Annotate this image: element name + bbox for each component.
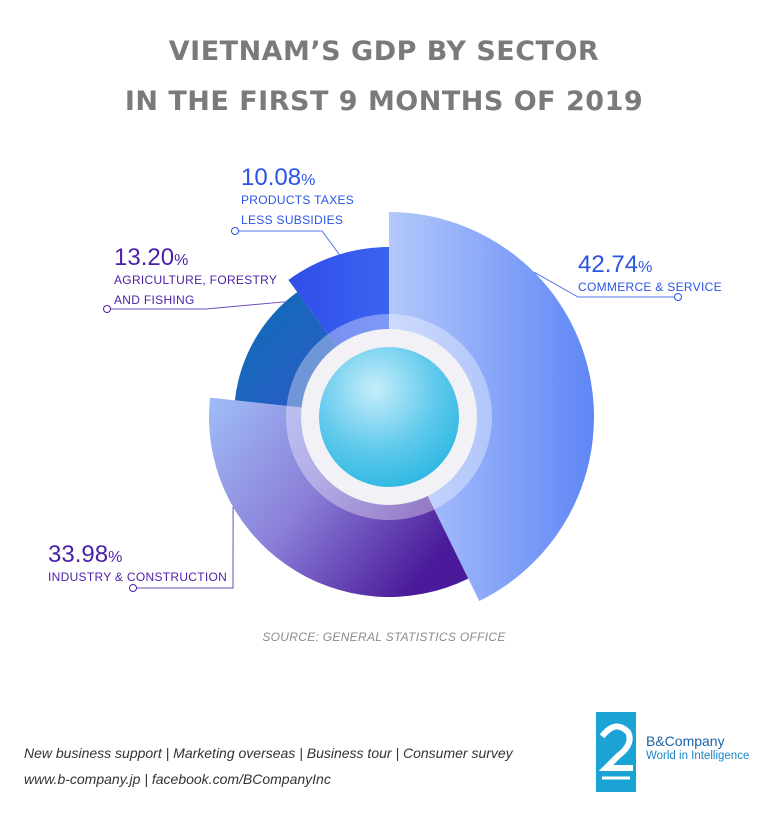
footer-links: www.b-company.jp | facebook.com/BCompany…: [24, 771, 331, 787]
category-label-products-taxes-2: LESS SUBSIDIES: [241, 213, 343, 227]
chart-title-line-2: IN THE FIRST 9 MONTHS OF 2019: [124, 86, 644, 117]
donut-chart: 42.74% COMMERCE & SERVICE 33.98% INDUSTRY &…: [48, 164, 722, 602]
leader-dot-products-taxes: [231, 227, 239, 235]
leader-line-commerce-service: [533, 271, 678, 298]
bcompany-logo-icon: [596, 712, 636, 792]
leader-dot-commerce-service: [674, 293, 682, 301]
logo-name: B&Company: [646, 733, 725, 749]
leader-line-industry-construction: [133, 506, 234, 589]
slice-products-taxes: [288, 247, 389, 349]
category-label-agriculture-2: AND FISHING: [114, 293, 195, 307]
logo-tagline: World in Intelligence: [646, 750, 750, 762]
category-label-products-taxes-1: PRODUCTS TAXES: [241, 193, 354, 207]
leader-line-agriculture: [107, 301, 286, 310]
value-label-agriculture: 13.20%: [114, 244, 188, 271]
category-label-commerce-service-1: COMMERCE & SERVICE: [578, 280, 722, 294]
value-label-industry-construction: 33.98%: [48, 541, 122, 568]
leader-line-products-taxes: [235, 230, 340, 255]
value-label-products-taxes: 10.08%: [241, 164, 315, 191]
slice-industry-construction: [208, 397, 469, 597]
center-disc: [319, 347, 459, 487]
category-label-industry-construction-1: INDUSTRY & CONSTRUCTION: [48, 570, 227, 584]
footer-services: New business support | Marketing oversea…: [24, 745, 513, 761]
slice-commerce-service: [389, 212, 594, 602]
leader-dot-agriculture: [103, 305, 111, 313]
category-label-agriculture-1: AGRICULTURE, FORESTRY: [114, 273, 277, 287]
chart-title-line-1: VIETNAM’S GDP BY SECTOR: [168, 36, 600, 67]
source-note: SOURCE: GENERAL STATISTICS OFFICE: [262, 630, 506, 644]
leader-dot-industry-construction: [129, 584, 137, 592]
value-label-commerce-service: 42.74%: [578, 251, 652, 278]
